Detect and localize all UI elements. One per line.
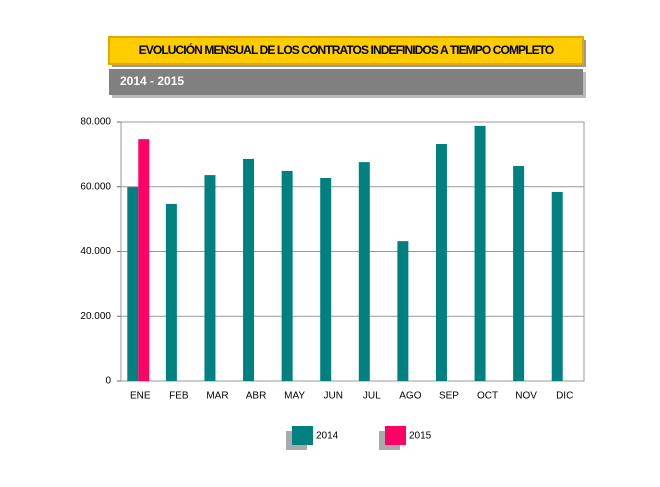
bar (243, 158, 255, 381)
bar (165, 203, 177, 381)
x-tick-label: SEP (439, 391, 459, 402)
bar (138, 139, 150, 381)
y-tick-label: 80.000 (80, 117, 111, 128)
y-tick-label: 20.000 (80, 311, 111, 322)
legend-swatch (292, 426, 313, 445)
bar (435, 144, 447, 381)
subtitle-box (109, 69, 583, 95)
y-tick-label: 60.000 (80, 181, 111, 192)
bar (551, 191, 563, 381)
x-tick-label: MAR (206, 391, 228, 402)
y-tick-label: 0 (105, 376, 111, 387)
x-tick-label: ENE (130, 391, 151, 402)
x-tick-label: FEB (169, 391, 189, 402)
x-tick-label: MAY (284, 391, 305, 402)
chart-title: EVOLUCIÓN MENSUAL DE LOS CONTRATOS INDEF… (139, 42, 554, 57)
title-box (108, 36, 584, 65)
x-tick-label: OCT (477, 391, 498, 402)
y-tick-label: 40.000 (80, 246, 111, 257)
x-tick-label: JUL (363, 391, 381, 402)
legend-label: 2015 (409, 431, 432, 442)
bar (204, 175, 216, 381)
legend-label: 2014 (316, 431, 339, 442)
bar (397, 241, 409, 381)
bar (281, 170, 293, 381)
bar (127, 187, 139, 381)
bar (474, 125, 486, 381)
chart-subtitle: 2014 - 2015 (120, 74, 184, 88)
plot-frame (120, 121, 585, 382)
x-tick-label: DIC (556, 391, 573, 402)
x-tick-label: AGO (399, 391, 421, 402)
bar (513, 166, 525, 381)
legend-swatch (385, 426, 406, 445)
x-tick-label: ABR (246, 391, 267, 402)
bar (320, 178, 332, 381)
x-tick-label: NOV (515, 391, 537, 402)
x-tick-label: JUN (323, 391, 342, 402)
bar (358, 162, 370, 381)
